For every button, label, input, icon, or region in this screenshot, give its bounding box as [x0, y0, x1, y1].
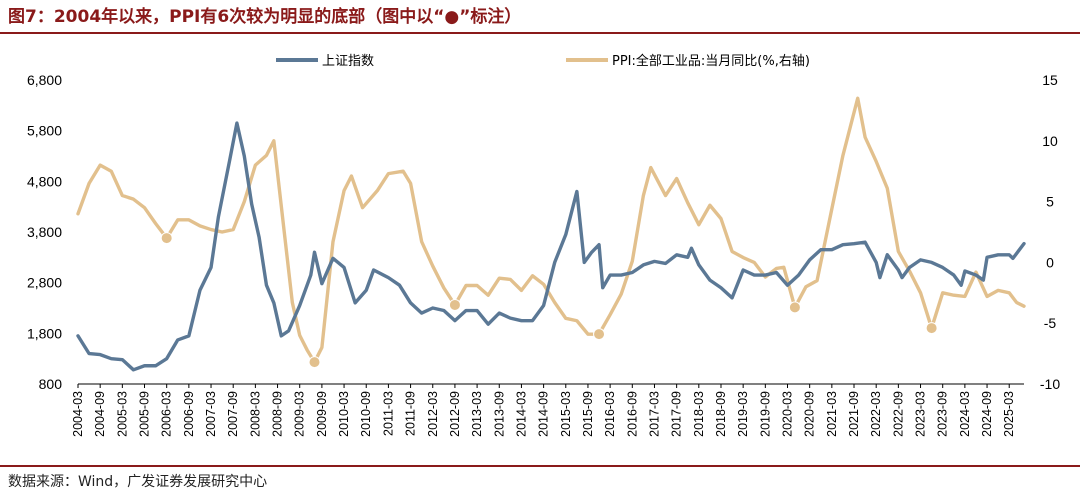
y-right-tick-label: 5	[1046, 194, 1054, 210]
x-tick-label: 2008-03	[248, 391, 262, 437]
y-left-tick-label: 4,800	[27, 173, 62, 189]
footer-divider	[0, 465, 1080, 467]
source-note: 数据来源：Wind，广发证券发展研究中心	[8, 474, 268, 490]
x-tick-label: 2024-03	[958, 391, 972, 437]
ppi-trough-marker	[925, 322, 938, 335]
x-tick-label: 2013-09	[492, 391, 506, 437]
x-tick-label: 2017-09	[670, 391, 684, 437]
x-tick-label: 2020-09	[803, 391, 817, 437]
y-left-tick-label: 1,800	[27, 325, 62, 341]
x-tick-label: 2006-03	[160, 391, 174, 437]
x-tick-label: 2019-03	[736, 391, 750, 437]
x-tick-label: 2015-09	[581, 391, 595, 437]
x-tick-label: 2021-03	[825, 391, 839, 437]
y-right-tick-label: 0	[1046, 254, 1054, 270]
legend: 上证指数 PPI:全部工业品:当月同比(%,右轴)	[276, 53, 810, 69]
y-left-tick-label: 5,800	[27, 123, 62, 139]
x-tick-label: 2012-09	[448, 391, 462, 437]
x-tick-label: 2008-09	[271, 391, 285, 437]
x-tick-label: 2004-03	[71, 391, 85, 437]
x-tick-label: 2018-03	[692, 391, 706, 437]
x-tick-label: 2025-03	[1002, 391, 1016, 437]
x-tick-label: 2005-09	[138, 391, 152, 437]
x-tick-label: 2019-09	[758, 391, 772, 437]
series-line-ppi	[76, 96, 1026, 364]
chart-svg: 上证指数 PPI:全部工业品:当月同比(%,右轴) 800 1,800 2,800 3…	[27, 53, 1060, 437]
chart-title: 图7：2004年以来，PPI有6次较为明显的底部（图中以“●”标注）	[8, 7, 522, 27]
x-tick-label: 2010-09	[359, 391, 373, 437]
x-tick-label: 2007-09	[226, 391, 240, 437]
x-tick-label: 2009-09	[315, 391, 329, 437]
x-tick-label: 2015-03	[559, 391, 573, 437]
x-tick-label: 2011-03	[381, 391, 395, 436]
x-tick-label: 2004-09	[93, 391, 107, 437]
y-right-tick-label: 10	[1042, 133, 1058, 149]
legend-label-ppi: PPI:全部工业品:当月同比(%,右轴)	[612, 53, 810, 69]
ppi-trough-marker	[448, 298, 461, 311]
x-tick-label: 2016-03	[603, 391, 617, 437]
x-tick-label: 2022-09	[891, 391, 905, 437]
right-axis-ticks: -10 -5 0 5 10 15	[1040, 72, 1060, 392]
ppi-trough-marker	[788, 301, 801, 314]
trough-markers	[160, 232, 938, 369]
x-tick-label: 2005-03	[115, 391, 129, 437]
x-tick-label: 2018-09	[714, 391, 728, 437]
y-left-tick-label: 800	[39, 376, 63, 392]
x-tick-label: 2006-09	[182, 391, 196, 437]
y-right-tick-label: -5	[1044, 315, 1057, 331]
y-left-tick-label: 6,800	[27, 72, 62, 88]
x-tick-label: 2007-03	[204, 391, 218, 437]
x-tick-label: 2014-09	[537, 391, 551, 437]
axes	[77, 383, 1024, 388]
x-tick-label: 2020-03	[781, 391, 795, 437]
x-tick-label: 2016-09	[625, 391, 639, 437]
ppi-trough-marker	[160, 232, 173, 245]
x-tick-label: 2021-09	[847, 391, 861, 437]
x-tick-label: 2023-03	[914, 391, 928, 437]
x-tick-label: 2014-03	[514, 391, 528, 437]
x-tick-label: 2024-09	[980, 391, 994, 437]
x-axis-ticks: 2004-03 2004-09 2005-03 2005-09 2006-03 2006-…	[71, 391, 1016, 437]
x-tick-label: 2022-03	[869, 391, 883, 437]
series-group	[76, 96, 1026, 372]
x-tick-label: 2013-03	[470, 391, 484, 437]
ppi-trough-marker	[593, 328, 606, 341]
x-tick-label: 2012-03	[426, 391, 440, 437]
x-tick-label: 2023-09	[936, 391, 950, 437]
y-right-tick-label: -10	[1040, 376, 1060, 392]
left-axis-ticks: 800 1,800 2,800 3,800 4,800 5,800 6,800	[27, 72, 62, 392]
x-tick-label: 2010-03	[337, 391, 351, 437]
ppi-trough-marker	[308, 356, 321, 369]
y-left-tick-label: 3,800	[27, 224, 62, 240]
y-right-tick-label: 15	[1042, 72, 1058, 88]
x-tick-label: 2009-03	[293, 391, 307, 437]
x-tick-label: 2011-09	[404, 391, 418, 436]
legend-label-shanghai: 上证指数	[322, 54, 374, 69]
x-tick-label: 2017-03	[647, 391, 661, 437]
y-left-tick-label: 2,800	[27, 275, 62, 291]
title-divider	[0, 32, 1080, 34]
series-line-shanghai-index	[76, 121, 1026, 372]
